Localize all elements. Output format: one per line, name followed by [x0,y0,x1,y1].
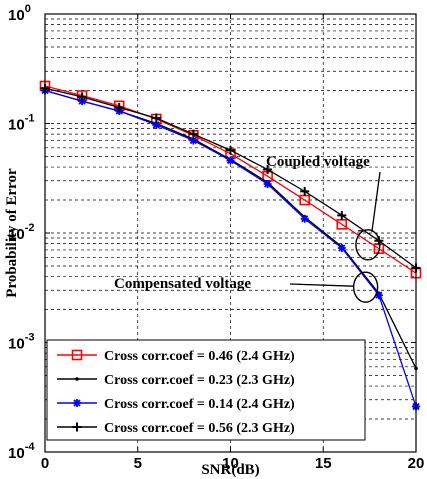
data-point [188,129,198,139]
annotation-arrow [371,171,381,232]
annotation-ellipse [355,229,381,261]
legend-entry-3: Cross corr.coef = 0.14 (2.4 GHz) [57,397,295,412]
data-point [189,136,198,145]
y-axis-title: Probability of Error [4,168,20,298]
legend-label: Cross corr.coef = 0.14 (2.4 GHz) [104,397,295,412]
data-point [77,92,87,102]
x-tick-label: 15 [315,455,332,472]
annotation-arrow [289,283,354,287]
annotations: Coupled voltage Compensated voltage [114,154,381,303]
data-point [374,291,383,300]
x-tick-label: 10 [222,455,239,472]
legend: Cross corr.coef = 0.46 (2.4 GHz) Cross co… [46,339,366,441]
y-tick-label: 10-4 [8,441,35,462]
data-point [71,349,83,361]
x-axis-title: SNR(dB) [201,462,259,478]
data-point [152,120,161,129]
annotation-coupled-voltage: Coupled voltage [266,154,370,170]
x-tick-label: 20 [408,455,425,472]
series-line [44,85,417,274]
data-point [114,102,124,112]
x-tick-label: 5 [134,455,142,472]
data-point [151,113,161,123]
data-point [72,422,82,432]
legend-label: Cross corr.coef = 0.56 (2.3 GHz) [104,421,295,436]
x-tick-label: 0 [41,455,49,472]
data-point [337,243,346,252]
annotation-ellipse [352,271,379,303]
y-tick-label: 10-3 [8,332,34,353]
data-point [300,186,310,196]
y-tick-label: 10-1 [8,113,34,134]
data-point [226,156,235,165]
legend-entry-4: Cross corr.coef = 0.56 (2.3 GHz) [57,421,295,436]
series-layer [39,80,422,411]
legend-entry-1: Cross corr.coef = 0.46 (2.4 GHz) [57,349,295,364]
data-point [300,214,309,223]
y-tick-label: 100 [8,3,31,24]
data-point [75,377,79,381]
legend-label: Cross corr.coef = 0.23 (2.3 GHz) [104,373,295,388]
data-point [73,399,81,407]
data-point [263,165,273,175]
legend-box [46,339,366,441]
data-point [337,210,347,220]
data-point [263,180,272,189]
legend-label: Cross corr.coef = 0.46 (2.4 GHz) [104,349,295,364]
data-point [226,145,235,155]
legend-entry-2: Cross corr.coef = 0.23 (2.3 GHz) [57,373,295,388]
annotation-compensated-voltage: Compensated voltage [114,276,251,292]
y-tick-label: 10-2 [8,222,34,243]
ticks: 0 5 10 15 20 100 10-1 10-2 10-3 10-4 [8,3,424,472]
